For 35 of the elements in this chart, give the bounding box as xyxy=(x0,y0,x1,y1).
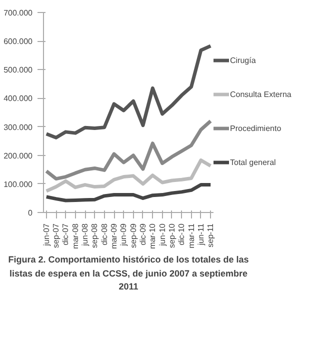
x-tick-label: jun-10 xyxy=(158,222,167,247)
y-tick-label: 0 xyxy=(28,208,34,218)
y-tick-label: 300.000 xyxy=(4,122,34,132)
y-tick-label: 600.000 xyxy=(4,37,34,46)
x-tick-label: sep-11 xyxy=(206,222,216,248)
legend-label: Cirugía xyxy=(230,56,256,64)
x-tick-label: sep-09 xyxy=(128,222,138,248)
line-series xyxy=(44,44,212,140)
x-tick-label: dic-07 xyxy=(61,222,70,246)
y-tick-label: 500.000 xyxy=(4,66,34,75)
y-tick-label: 100.000 xyxy=(4,180,34,189)
x-tick-label: jun-07 xyxy=(42,222,51,247)
x-tick-label: dic-10 xyxy=(177,222,186,246)
x-tick-label: jun-11 xyxy=(196,222,206,246)
line-series xyxy=(44,119,212,181)
x-tick-label: sep-10 xyxy=(167,222,176,248)
line-series xyxy=(44,183,212,202)
y-tick-label: 700.000 xyxy=(4,8,34,18)
line-series xyxy=(44,158,212,193)
legend-label: Total general xyxy=(230,158,276,166)
x-tick-label: sep-08 xyxy=(90,222,100,248)
x-tick-label: jun-08 xyxy=(80,222,90,247)
legend-label: Procedimiento xyxy=(230,124,282,132)
x-tick-label: mar-08 xyxy=(70,222,80,249)
x-tick-label: jun-09 xyxy=(119,222,128,247)
y-tick-label: 200.000 xyxy=(4,151,34,160)
legend-label: Consulta Externa xyxy=(230,90,292,98)
x-tick-label: mar-10 xyxy=(148,222,158,249)
text: Figura 2. Comportamiento histórico de los totales de las listas de espera en la CCSS, de junio 2007 a septiembre 2011 xyxy=(8,254,249,292)
x-tick-label: mar-11 xyxy=(186,222,196,248)
x-tick-label: dic-08 xyxy=(100,222,109,246)
x-tick-label: mar-09 xyxy=(110,222,119,249)
x-tick-label: dic-09 xyxy=(138,222,148,246)
x-tick-label: sep-07 xyxy=(52,222,61,248)
y-tick-label: 400.000 xyxy=(4,94,34,104)
